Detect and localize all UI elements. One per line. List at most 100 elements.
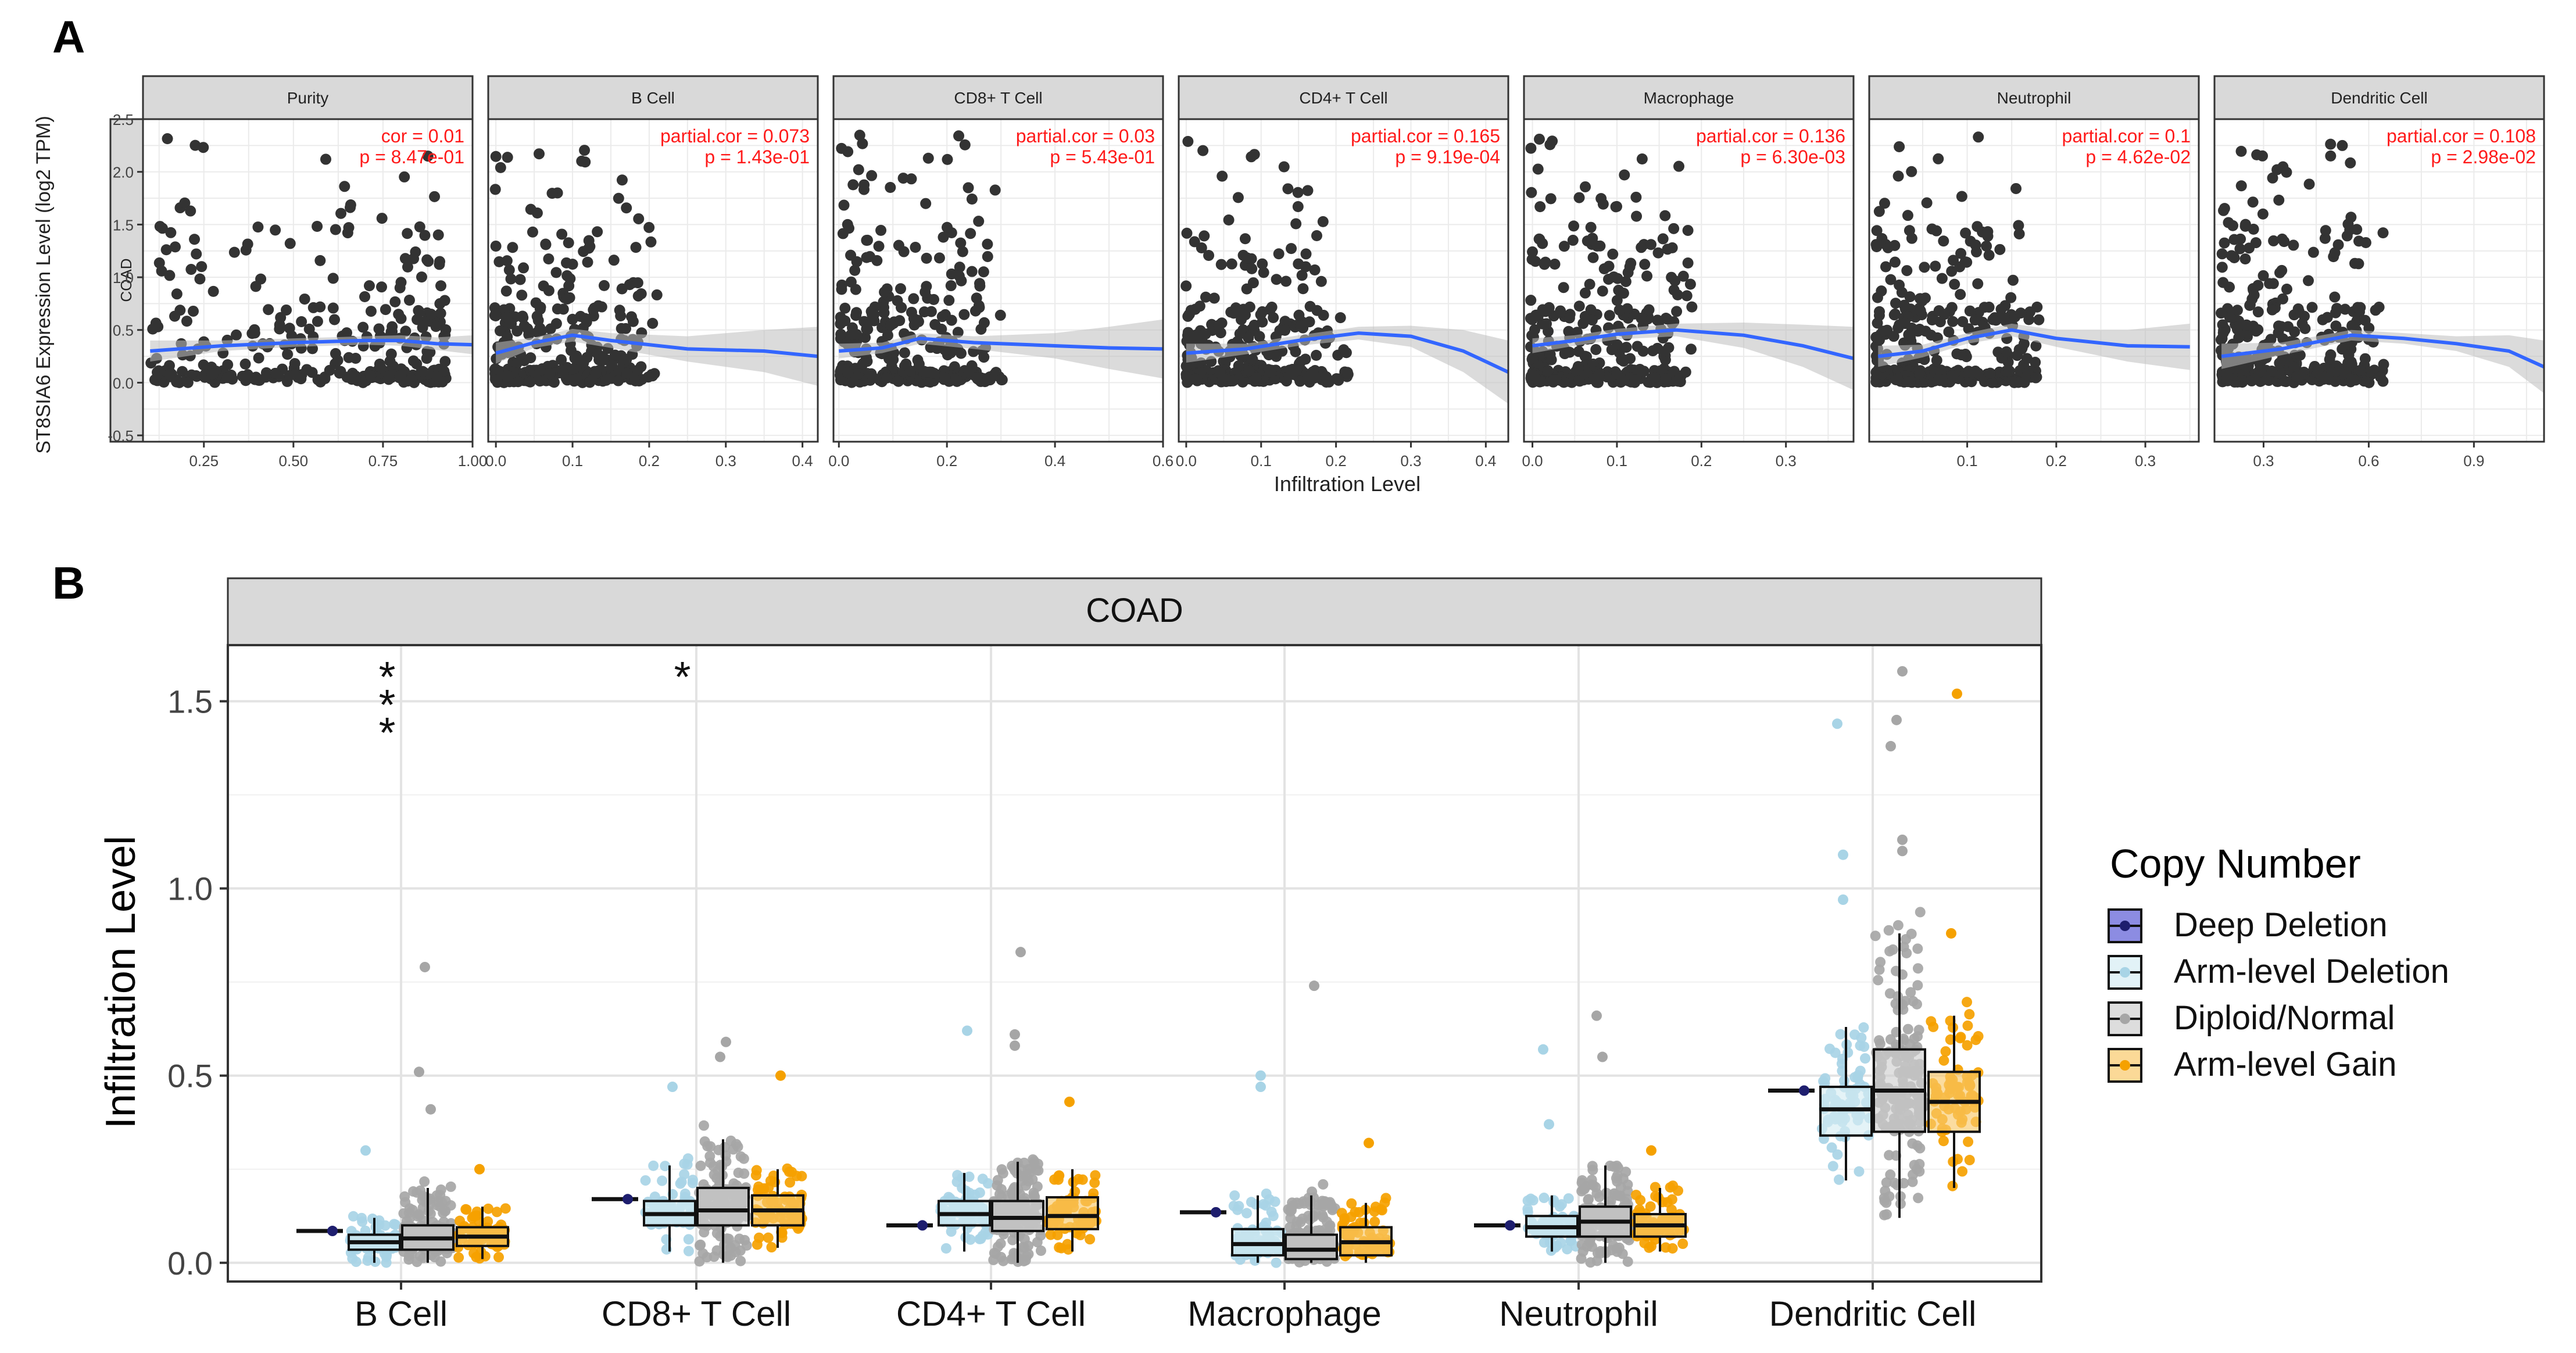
- panel-border: [832, 118, 1164, 443]
- y-tick-label: 0.0: [167, 1245, 213, 1282]
- correlation-label: partial.cor = 0.1: [2062, 126, 2191, 146]
- data-point: [534, 364, 546, 376]
- data-point: [579, 156, 591, 168]
- data-point: [609, 349, 621, 361]
- box-deep-deletion: [1768, 1085, 1815, 1096]
- data-point: [2021, 353, 2033, 364]
- data-point: [647, 317, 659, 329]
- data-point: [395, 369, 407, 381]
- data-point: [2278, 236, 2290, 248]
- legend-title: Copy Number: [2110, 841, 2361, 886]
- jitter-point: [1835, 1029, 1846, 1040]
- outlier-point: [715, 1051, 725, 1062]
- jitter-point: [1900, 996, 1911, 1007]
- data-point: [1182, 135, 1194, 147]
- x-tick-label: 0.4: [1044, 452, 1065, 470]
- jitter-point: [683, 1245, 694, 1257]
- data-point: [1264, 366, 1276, 378]
- data-point: [206, 368, 218, 380]
- legend-item-arm-level-deletion: Arm-level Deletion: [2108, 953, 2449, 990]
- jitter-point: [735, 1255, 746, 1266]
- data-point: [854, 130, 865, 141]
- data-point: [896, 302, 907, 313]
- data-point: [156, 223, 168, 234]
- jitter-point: [1250, 1199, 1261, 1210]
- data-point: [1300, 248, 1312, 260]
- data-point: [1660, 373, 1672, 385]
- data-point: [1997, 312, 2008, 323]
- data-point: [1619, 169, 1630, 181]
- data-point: [2330, 375, 2341, 387]
- jitter-point: [657, 1175, 668, 1186]
- data-point: [1244, 301, 1255, 313]
- data-point: [365, 370, 377, 382]
- box-arm-level-deletion: [1525, 1195, 1579, 1252]
- x-tick-label: 0.0: [1176, 452, 1197, 470]
- data-point: [1541, 318, 1552, 330]
- data-point: [1882, 242, 1894, 253]
- data-point: [2005, 292, 2017, 303]
- data-point: [328, 314, 340, 325]
- panel-b-letter: B: [52, 557, 85, 609]
- data-point: [1323, 374, 1334, 386]
- jitter-point: [1611, 1173, 1622, 1184]
- data-point: [1881, 324, 1893, 336]
- jitter-point: [1008, 1248, 1019, 1259]
- jitter-point: [435, 1256, 446, 1267]
- panel-strip-label: CD4+ T Cell: [1299, 89, 1387, 107]
- jitter-point: [1369, 1216, 1380, 1227]
- data-point: [1183, 309, 1195, 320]
- data-point: [2355, 364, 2366, 376]
- data-point: [1947, 370, 1958, 381]
- data-point: [1659, 210, 1671, 221]
- data-point: [1573, 346, 1584, 357]
- data-point: [242, 238, 253, 250]
- data-point: [1885, 274, 1897, 285]
- data-point: [1548, 374, 1559, 386]
- panel-a-x-axis-label: Infiltration Level: [1274, 472, 1421, 496]
- x-tick-label: 0.1: [1607, 452, 1627, 470]
- data-point: [169, 241, 181, 253]
- jitter-point: [390, 1219, 401, 1230]
- panel-b-border: [227, 644, 2042, 1283]
- jitter-point: [997, 1168, 1008, 1179]
- data-point: [1620, 342, 1632, 353]
- data-point: [543, 253, 554, 265]
- x-tick-label: 0.6: [1153, 452, 1173, 470]
- jitter-point: [1650, 1191, 1661, 1202]
- jitter-point: [1608, 1240, 1619, 1251]
- data-point: [1582, 235, 1593, 247]
- data-point: [350, 352, 362, 364]
- jitter-point: [1077, 1174, 1088, 1185]
- data-point: [1921, 197, 1933, 209]
- jitter-point: [1229, 1190, 1240, 1201]
- data-point: [544, 368, 556, 380]
- data-point: [2325, 150, 2337, 162]
- data-point: [314, 255, 326, 266]
- data-point: [2339, 303, 2351, 315]
- data-point: [1527, 246, 1539, 257]
- panel-b-plot-area: ****0.00.51.01.5B Cell CD8+ T Cell CD4+ T …: [167, 644, 2042, 1333]
- data-point: [2277, 353, 2288, 364]
- outlier-point: [721, 1036, 731, 1047]
- jitter-point: [1317, 1195, 1328, 1207]
- data-point: [2015, 307, 2027, 319]
- jitter-point: [1858, 1022, 1869, 1033]
- data-point: [990, 367, 1002, 378]
- panel-strip-label: Purity: [287, 89, 329, 107]
- jitter-point: [1832, 1149, 1843, 1160]
- jitter-point: [1605, 1160, 1616, 1171]
- scatter-panel-purity: Purity cor = 0.01p = 8.47e-01 0.25 0.50 0.75…: [142, 75, 487, 470]
- data-point: [847, 179, 859, 191]
- data-point: [1636, 153, 1648, 164]
- data-point: [598, 280, 610, 291]
- data-point: [904, 365, 916, 377]
- box-arm-level-deletion: [938, 1173, 991, 1252]
- data-point: [1906, 166, 1917, 177]
- data-point: [1243, 365, 1255, 377]
- data-point: [421, 254, 433, 266]
- data-point: [306, 367, 318, 378]
- data-point: [179, 197, 191, 209]
- x-tick-label: Macrophage: [1187, 1294, 1382, 1333]
- data-point: [1223, 214, 1235, 226]
